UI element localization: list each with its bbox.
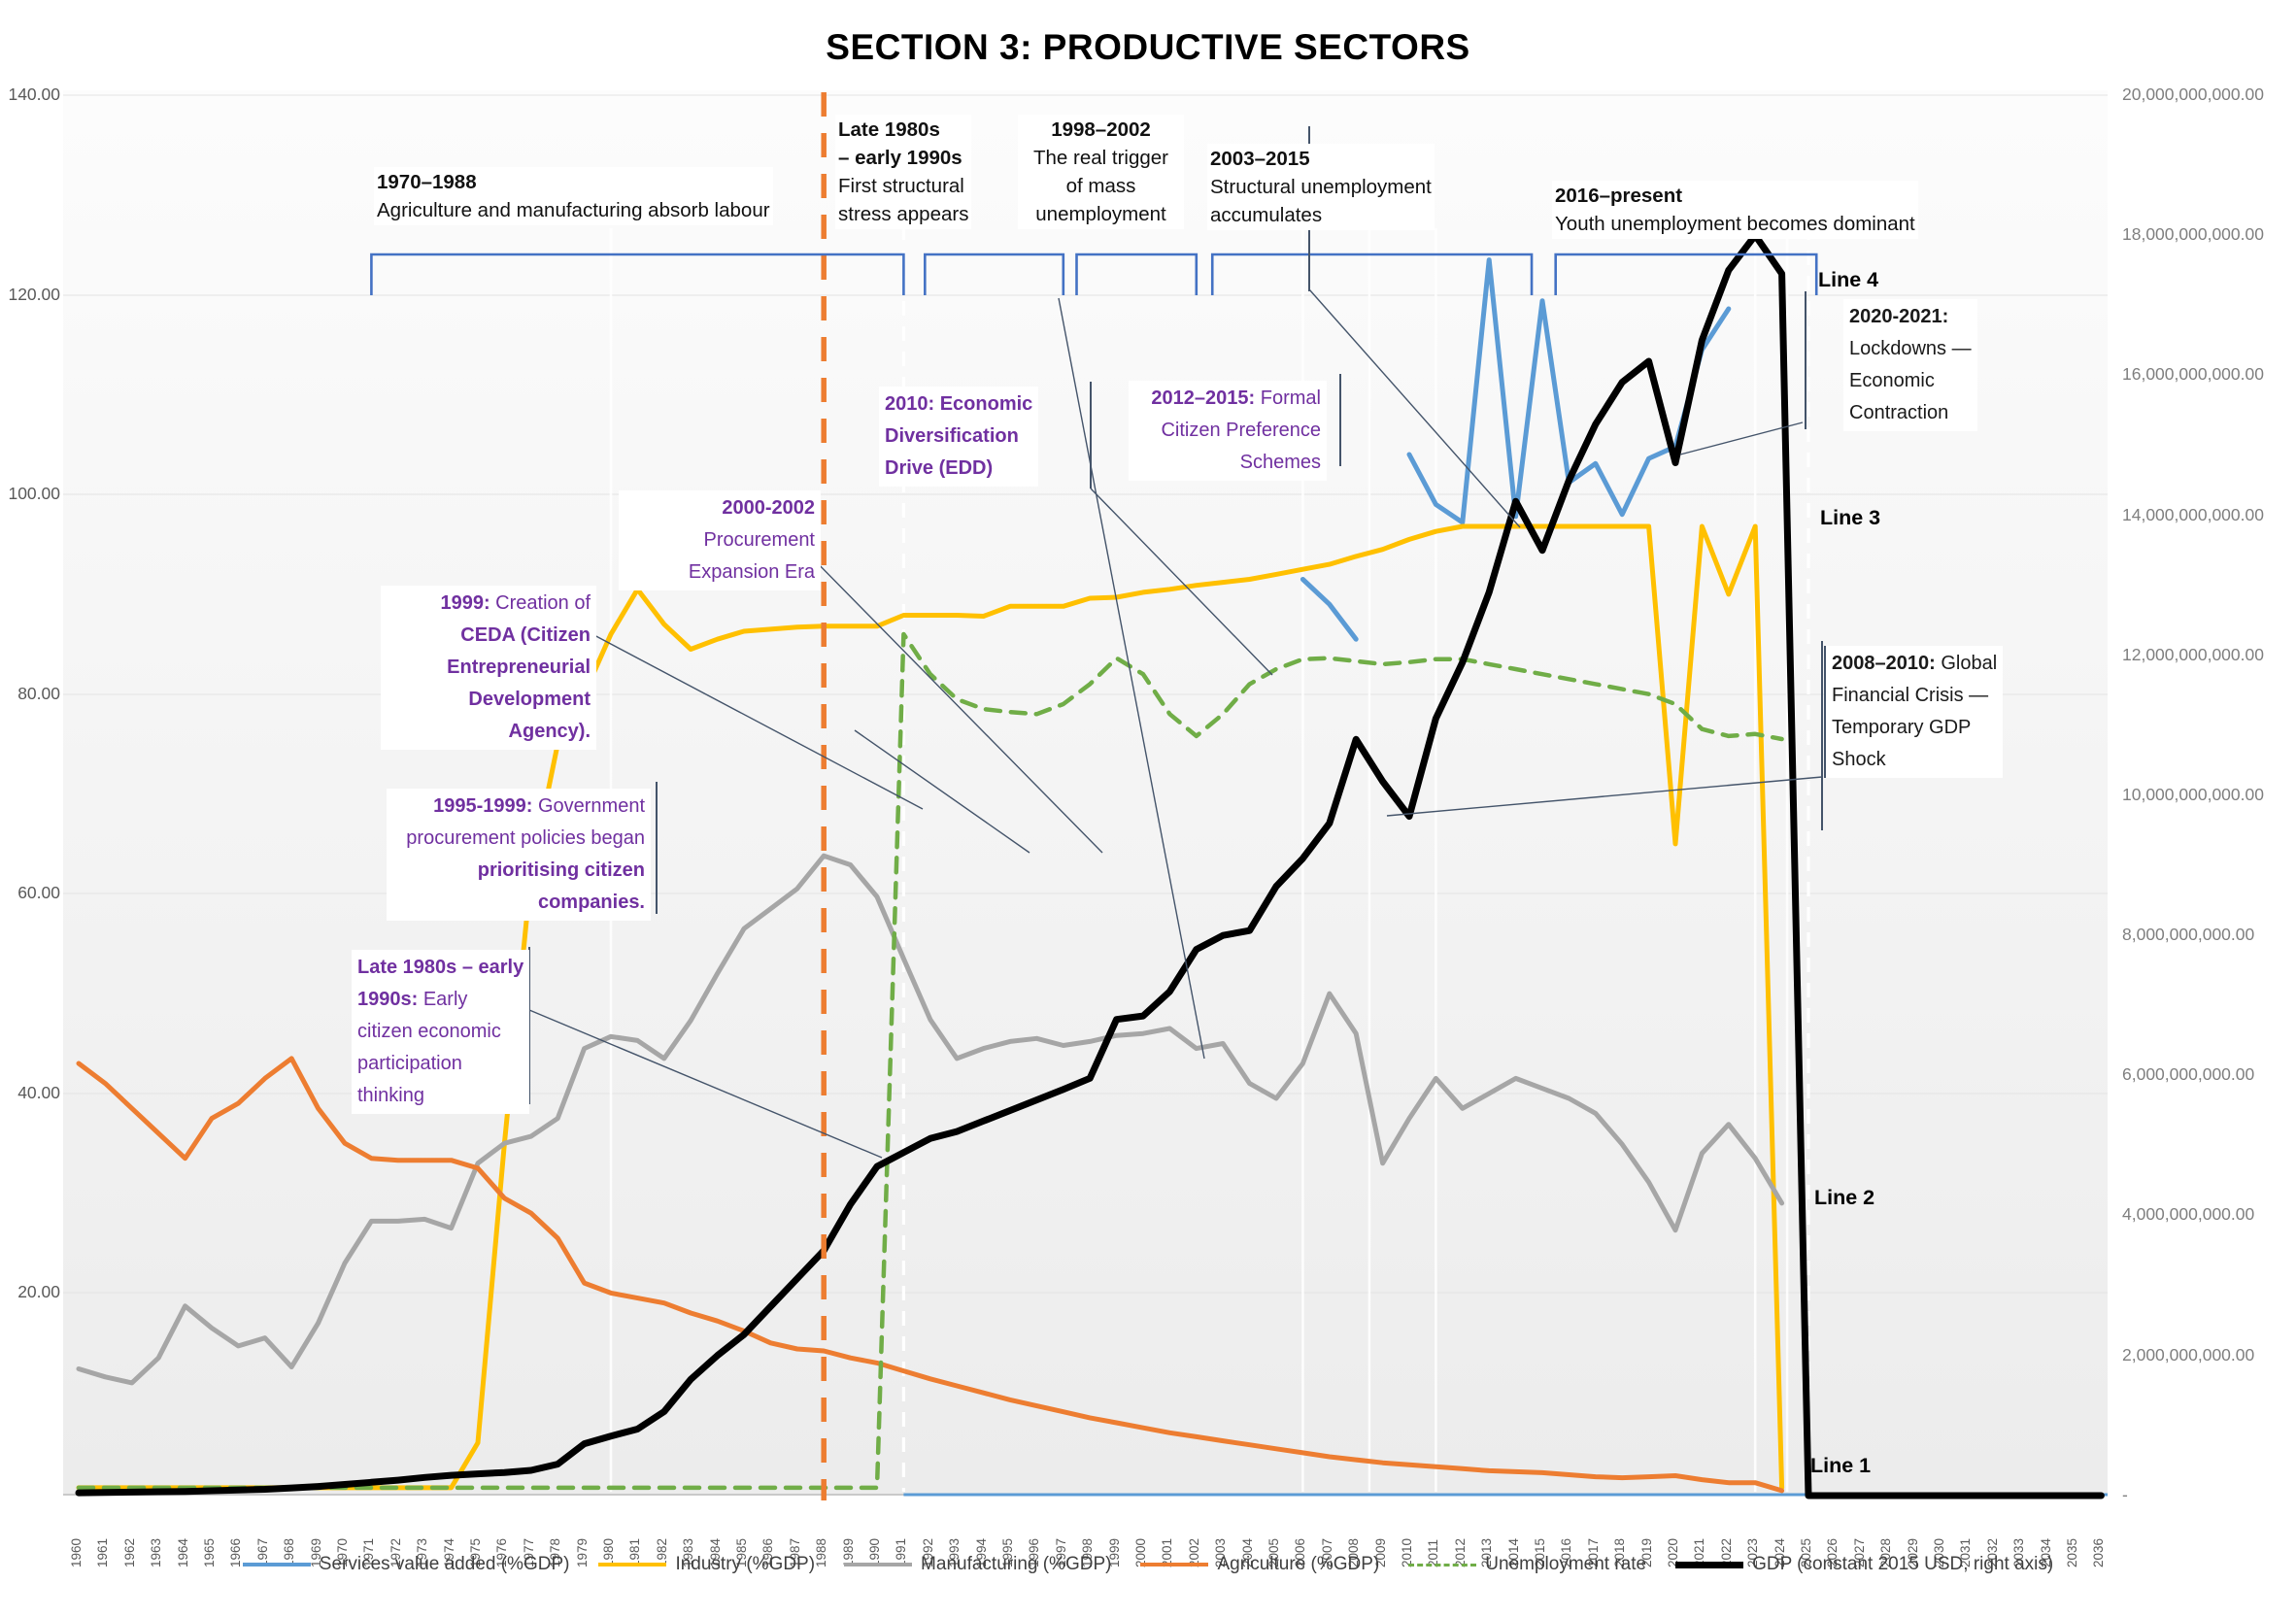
era-annotation-1: Late 1980s – early 1990s First structural s… xyxy=(835,115,972,229)
right-axis-tick: 16,000,000,000.00 xyxy=(2122,364,2264,384)
right-axis-tick: 4,000,000,000.00 xyxy=(2122,1204,2255,1224)
annotation-leader xyxy=(1386,776,1823,817)
series-agriculture-gdp- xyxy=(76,1056,1785,1494)
legend-label: Services value added (%GDP) xyxy=(319,1554,570,1574)
page-title: SECTION 3: PRODUCTIVE SECTORS xyxy=(826,27,1470,67)
right-axis-tick: 8,000,000,000.00 xyxy=(2122,925,2255,944)
annotation-leader xyxy=(854,729,1030,854)
left-axis-tick: 60.00 xyxy=(17,883,60,902)
annotation-leader xyxy=(1308,288,1521,528)
annotation-leader xyxy=(1679,421,1804,455)
legend-line-sample xyxy=(598,1563,667,1566)
left-axis-tick: 80.00 xyxy=(17,684,60,703)
annotation-leader xyxy=(805,551,1103,854)
legend-label: Industry (%GDP) xyxy=(675,1554,816,1574)
era-annotation-4: 2016–present Youth unemployment becomes d… xyxy=(1552,181,1918,239)
left-axis-tick: 20.00 xyxy=(17,1282,60,1301)
line-label-2: Line 2 xyxy=(1814,1186,1875,1209)
legend-line-sample xyxy=(844,1563,913,1566)
annotation-leader xyxy=(590,632,924,810)
legend-label: Agriculture (%GDP) xyxy=(1217,1554,1380,1574)
annotation-lockdowns: 2020-2021: Lockdowns — Economic Contraction xyxy=(1843,299,1977,431)
annotation-leader xyxy=(528,1009,883,1159)
line-label-3: Line 3 xyxy=(1820,506,1881,529)
annotation-edd: 2010: Economic Diversification Drive (EDD) xyxy=(879,387,1039,487)
legend-line-sample xyxy=(242,1563,311,1566)
series-unemployment-rate xyxy=(76,631,1784,1491)
right-axis-tick: 2,000,000,000.00 xyxy=(2122,1345,2255,1364)
left-axis-tick: 100.00 xyxy=(8,484,60,503)
right-axis-tick: 10,000,000,000.00 xyxy=(2122,785,2264,804)
era-annotation-0: 1970–1988 Agriculture and manufacturing a… xyxy=(374,167,773,225)
legend-item[interactable]: Manufacturing (%GDP) xyxy=(844,1554,1111,1575)
right-axis-tick: 18,000,000,000.00 xyxy=(2122,224,2264,244)
right-axis-tick: 14,000,000,000.00 xyxy=(2122,505,2264,524)
left-axis-tick: 120.00 xyxy=(8,285,60,304)
legend-label: Manufacturing (%GDP) xyxy=(921,1554,1112,1574)
legend-line-sample xyxy=(1408,1563,1477,1566)
annotation-leader xyxy=(1090,488,1273,676)
era-bracket xyxy=(924,253,1065,295)
annotation-ceda: 1999: Creation of CEDA (Citizen Entreprene… xyxy=(381,586,596,750)
legend-line-sample xyxy=(1675,1561,1744,1568)
left-axis-tick: 40.00 xyxy=(17,1083,60,1102)
line-label-4: Line 4 xyxy=(1818,268,1879,291)
era-annotation-2: 1998–2002 The real trigger of mass unemploy… xyxy=(1018,115,1184,229)
legend: Services value added (%GDP) Industry (%GD… xyxy=(0,1554,2296,1575)
legend-item[interactable]: Industry (%GDP) xyxy=(598,1554,815,1575)
era-bracket xyxy=(370,253,905,295)
era-bracket xyxy=(1554,253,1818,295)
right-axis-tick: 20,000,000,000.00 xyxy=(2122,84,2264,104)
legend-label: GDP (constant 2015 USD, right axis) xyxy=(1752,1554,2054,1574)
annotation-gfc: 2008–2010: Global Financial Crisis — Tempo… xyxy=(1824,646,2004,778)
annotation-early-thinking: Late 1980s – early 1990s: Early citizen ec… xyxy=(352,950,530,1114)
legend-item[interactable]: Agriculture (%GDP) xyxy=(1140,1554,1379,1575)
legend-item[interactable]: Unemployment rate xyxy=(1408,1554,1646,1575)
era-annotation-3: 2003–2015 Structural unemployment accumul… xyxy=(1207,144,1435,230)
annotation-procurement-policies: 1995-1999: Government procurement policie… xyxy=(387,789,651,921)
era-bracket xyxy=(1075,253,1199,295)
right-axis-tick: - xyxy=(2122,1485,2128,1504)
right-axis-tick: 6,000,000,000.00 xyxy=(2122,1064,2255,1084)
legend-line-sample xyxy=(1140,1563,1209,1566)
legend-label: Unemployment rate xyxy=(1485,1554,1647,1574)
line-label-1: Line 1 xyxy=(1810,1454,1872,1477)
era-bracket xyxy=(1210,253,1534,295)
right-axis-tick: 12,000,000,000.00 xyxy=(2122,645,2264,664)
legend-item[interactable]: GDP (constant 2015 USD, right axis) xyxy=(1675,1554,2053,1575)
legend-item[interactable]: Services value added (%GDP) xyxy=(242,1554,570,1575)
annotation-citizen-preference: 2012–2015: Formal Citizen Preference Schem… xyxy=(1129,381,1327,481)
left-axis-tick: 140.00 xyxy=(8,84,60,104)
annotation-procurement-expansion: 2000-2002 Procurement Expansion Era xyxy=(619,490,821,590)
series-gdp-constant-2015-usd-right-axis- xyxy=(75,231,2105,1499)
series-manufacturing-gdp- xyxy=(76,853,1785,1386)
annotation-leader xyxy=(1058,297,1205,1060)
